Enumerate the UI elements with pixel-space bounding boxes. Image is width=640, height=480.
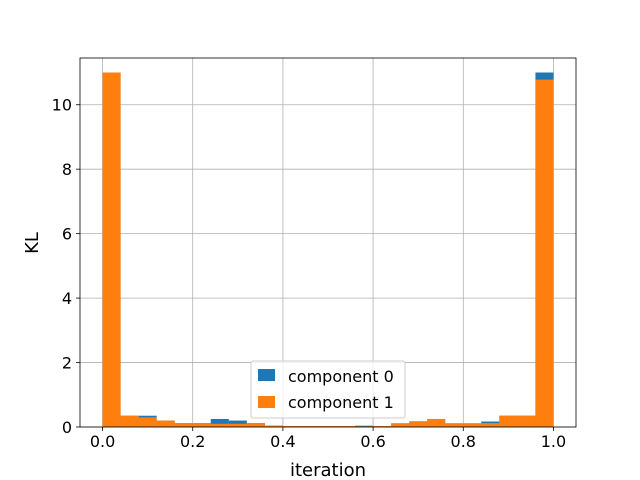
y-tick-label: 2 [62, 354, 72, 373]
bar-component-1 [535, 79, 554, 428]
x-tick-label: 0.4 [270, 432, 295, 451]
y-tick-label: 10 [52, 96, 72, 115]
bar-component-1 [228, 423, 247, 427]
legend-label-component-1: component 1 [288, 393, 394, 412]
y-tick-label: 4 [62, 289, 72, 308]
bar-component-1 [282, 426, 301, 427]
bar-component-1 [264, 425, 283, 427]
x-tick-label: 0.0 [90, 432, 115, 451]
bar-component-1 [318, 426, 338, 427]
legend: component 0 component 1 [250, 360, 406, 419]
y-axis-label: KL [22, 232, 43, 254]
bar-component-1 [138, 417, 157, 427]
y-tick-label: 0 [62, 418, 72, 437]
bar-component-1 [499, 415, 518, 427]
bar-component-0 [210, 418, 229, 427]
legend-box [250, 360, 406, 419]
legend-label-component-0: component 0 [288, 367, 394, 386]
bar-component-1 [337, 426, 356, 427]
bar-component-1 [210, 423, 229, 427]
x-tick-label: 0.6 [360, 432, 385, 451]
y-tick-label: 6 [62, 225, 72, 244]
bar-component-1 [156, 420, 175, 427]
axis-ticks: 0.0 0.2 0.4 0.6 0.8 1.0 0 2 4 6 8 10 [52, 96, 567, 451]
x-tick-label: 0.2 [180, 432, 205, 451]
bar-component-1 [427, 418, 446, 427]
bar-component-1 [409, 421, 428, 427]
bar-component-1 [192, 423, 211, 427]
y-tick-label: 8 [62, 160, 72, 179]
legend-swatch-component-1 [258, 396, 275, 408]
plot-frame [79, 57, 577, 428]
bar-component-1 [373, 426, 392, 427]
bar-component-1 [445, 423, 464, 427]
bar-component-1 [246, 423, 265, 427]
bar-component-1 [300, 426, 319, 427]
bar-component-1 [481, 423, 500, 427]
bar-component-1 [517, 415, 536, 427]
grid [80, 58, 576, 428]
histogram-bars [102, 72, 554, 428]
bar-component-1 [463, 423, 482, 427]
bar-component-1 [120, 415, 139, 427]
bar-component-1 [174, 423, 193, 427]
bar-component-1 [391, 423, 410, 427]
x-axis-label: iteration [290, 460, 366, 480]
x-tick-label: 0.8 [451, 432, 476, 451]
legend-swatch-component-0 [258, 369, 275, 381]
x-tick-label: 1.0 [541, 432, 566, 451]
bar-component-1 [102, 72, 121, 427]
